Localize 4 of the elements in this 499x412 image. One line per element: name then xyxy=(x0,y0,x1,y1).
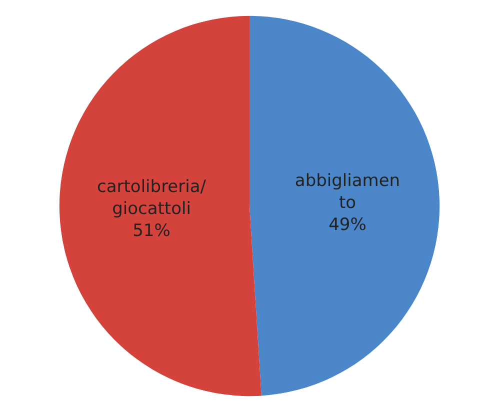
data-label: 51% xyxy=(132,221,170,242)
data-label: 49% xyxy=(328,214,366,235)
slice-label: abbigliamento xyxy=(294,170,400,213)
slice-label: cartolibreria/giocattoli xyxy=(97,177,206,220)
